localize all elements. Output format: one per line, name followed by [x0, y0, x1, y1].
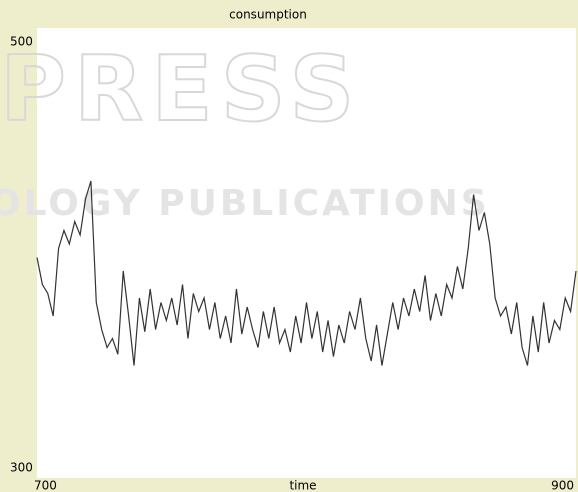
x-tick-label: 700: [34, 479, 57, 492]
y-tick-label: 300: [10, 461, 33, 475]
x-tick-label: 900: [551, 479, 574, 492]
chart-title: consumption: [229, 8, 307, 22]
x-axis-label: time: [289, 479, 316, 492]
y-tick-label: 500: [10, 35, 33, 49]
plot-area: [37, 28, 576, 478]
data-line: [36, 180, 577, 366]
watermark: PRESS: [0, 37, 362, 142]
watermark: OLOGY PUBLICATIONS: [0, 183, 490, 224]
